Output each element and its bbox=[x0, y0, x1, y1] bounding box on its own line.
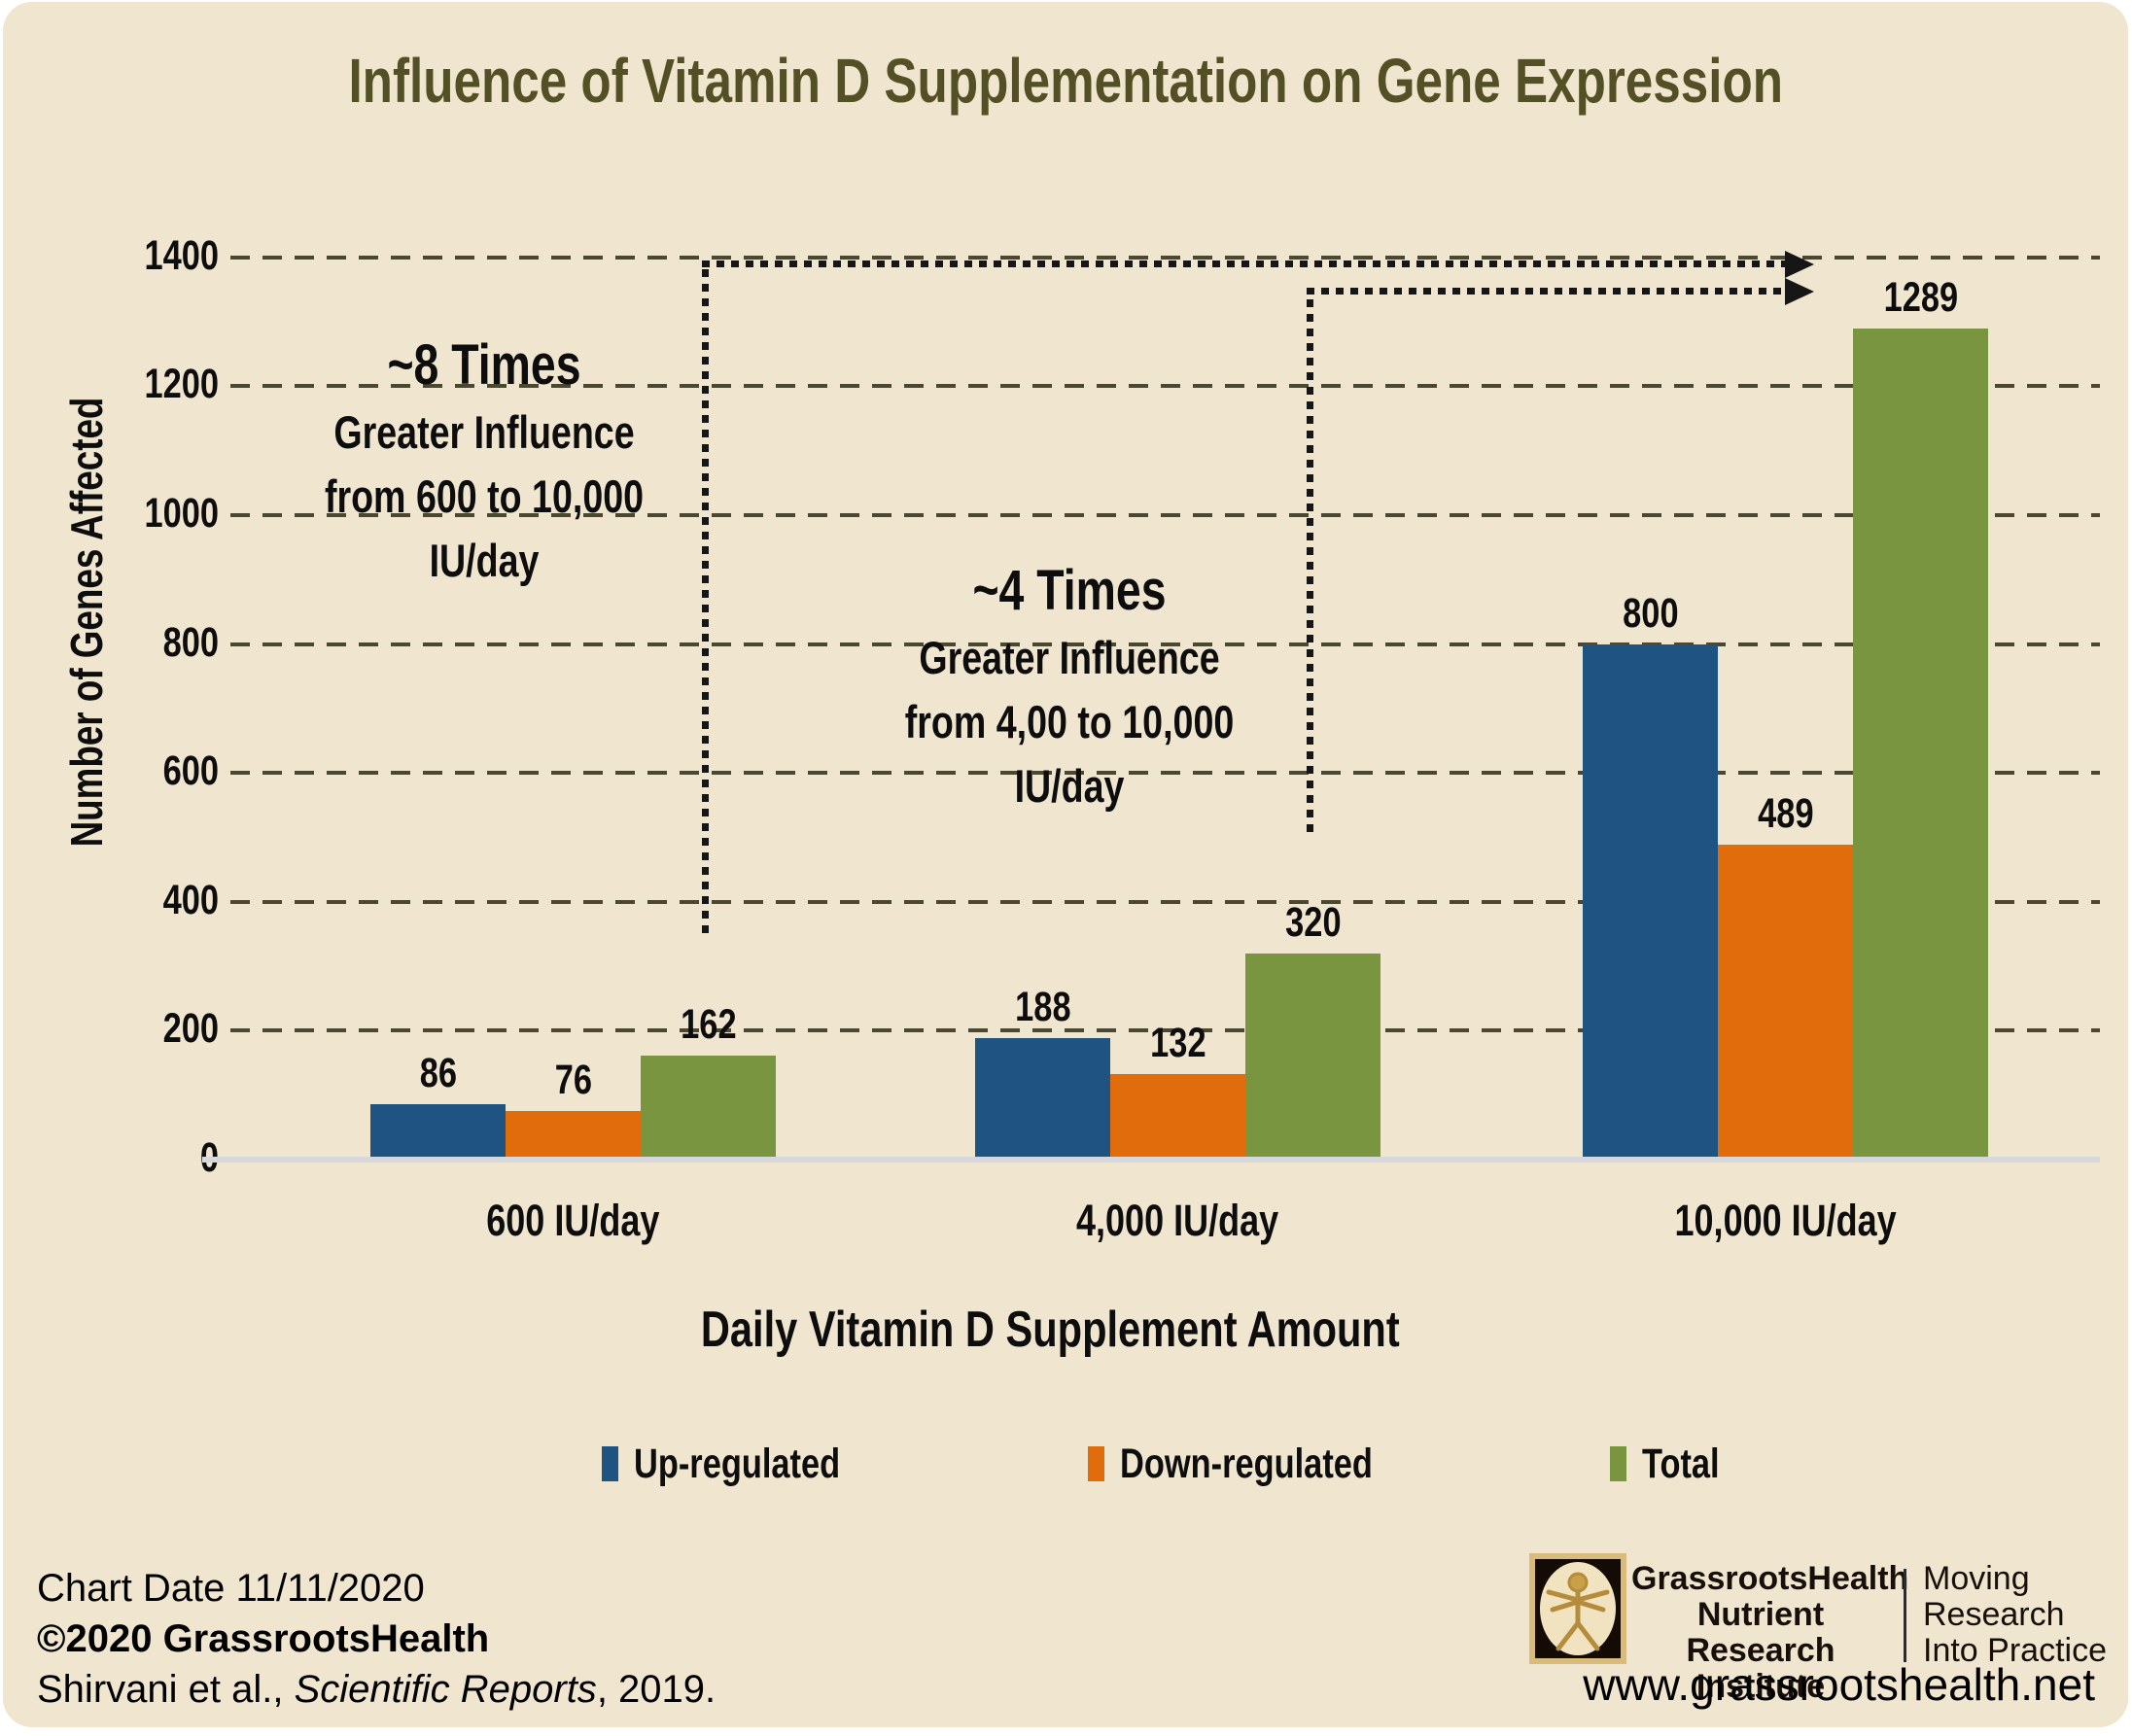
bar-total-4000IUday bbox=[1245, 954, 1381, 1160]
x-tick-label-text: 4,000 IU/day bbox=[1076, 1196, 1279, 1245]
gridline-1200 bbox=[230, 384, 2100, 388]
bar-up-regulated-600IUday bbox=[370, 1104, 506, 1160]
bar-value-label-800: 800 bbox=[1573, 590, 1729, 638]
bar-value-label-86: 86 bbox=[361, 1050, 516, 1097]
annotation-line: IU/day bbox=[1014, 760, 1125, 812]
annotation-line: Greater Influence bbox=[333, 406, 635, 458]
x-tick-label-text: 10,000 IU/day bbox=[1674, 1196, 1897, 1245]
x-axis-title: Daily Vitamin D Supplement Amount bbox=[564, 1301, 1536, 1359]
annotation-line: Greater Influence bbox=[919, 632, 1220, 683]
bar-value-label-text: 76 bbox=[554, 1057, 592, 1103]
y-tick-label-200: 200 bbox=[162, 1005, 219, 1052]
bar-value-label-text: 320 bbox=[1284, 899, 1342, 946]
legend-swatch-icon bbox=[1088, 1446, 1104, 1481]
gridline-1000 bbox=[230, 513, 2100, 517]
x-tick-label-2: 4,000 IU/day bbox=[1013, 1196, 1344, 1246]
bar-value-label-188: 188 bbox=[965, 984, 1121, 1031]
y-tick-label-600: 600 bbox=[162, 747, 219, 794]
gridline-200 bbox=[230, 1028, 2100, 1032]
citation-journal: Scientific Reports bbox=[294, 1668, 597, 1711]
y-tick-label-1000: 1000 bbox=[144, 490, 219, 537]
bar-down-regulated-600IUday bbox=[506, 1111, 641, 1160]
y-tick-label-0: 0 bbox=[90, 1134, 219, 1182]
dotted-line-horizontal-4000-to-1289 bbox=[1307, 288, 1785, 295]
legend-label: Up-regulated bbox=[634, 1440, 841, 1487]
brand-line: GrassrootsHealth bbox=[1631, 1560, 1909, 1597]
chart-title: Influence of Vitamin D Supplementation o… bbox=[0, 45, 2132, 117]
tagline-line: Moving bbox=[1923, 1560, 2030, 1597]
x-axis-title-text: Daily Vitamin D Supplement Amount bbox=[700, 1302, 1400, 1358]
brand-line: Nutrient bbox=[1696, 1596, 1825, 1633]
bar-value-label-text: 188 bbox=[1014, 984, 1071, 1030]
bar-value-label-text: 800 bbox=[1622, 590, 1679, 637]
tagline-line: Research bbox=[1923, 1596, 2065, 1633]
gridline-800 bbox=[230, 642, 2100, 646]
brand-divider bbox=[1904, 1569, 1906, 1662]
gridline-600 bbox=[230, 771, 2100, 775]
bar-value-label-320: 320 bbox=[1236, 899, 1391, 947]
dotted-line-vertical-4000-total bbox=[1307, 288, 1313, 832]
bar-value-label-76: 76 bbox=[496, 1057, 651, 1104]
y-tick-label-1400: 1400 bbox=[144, 232, 219, 279]
arrowhead-icon bbox=[1785, 278, 1814, 305]
bar-up-regulated-4000IUday bbox=[975, 1038, 1110, 1160]
brand-tagline-block: Moving Research Into Practice bbox=[1923, 1561, 2132, 1669]
grassrootshealth-logo-icon bbox=[1529, 1553, 1626, 1664]
x-tick-label-text: 600 IU/day bbox=[486, 1196, 660, 1245]
chart-date: Chart Date 11/11/2020 bbox=[37, 1567, 425, 1610]
annotation-line: IU/day bbox=[429, 535, 540, 586]
annotation-line: from 4,00 to 10,000 bbox=[904, 696, 1235, 747]
bar-value-label-132: 132 bbox=[1101, 1020, 1256, 1067]
brand-name-block: GrassrootsHealth Nutrient Research Institu… bbox=[1631, 1560, 1909, 1705]
dotted-line-horizontal-600-to-1289 bbox=[702, 260, 1785, 267]
legend-item-down-regulated: Down-regulated bbox=[1088, 1440, 1436, 1487]
legend-item-up-regulated: Up-regulated bbox=[602, 1440, 891, 1487]
dotted-line-vertical-600-total bbox=[702, 260, 709, 933]
tagline-line: Into Practice bbox=[1923, 1632, 2107, 1669]
x-tick-label-3: 10,000 IU/day bbox=[1621, 1196, 1951, 1246]
gridline-400 bbox=[230, 900, 2100, 904]
bar-down-regulated-10000IUday bbox=[1718, 845, 1853, 1160]
legend-swatch-icon bbox=[1610, 1446, 1626, 1481]
bar-up-regulated-10000IUday bbox=[1583, 644, 1718, 1160]
annotation-8-times: ~8 Times Greater Influence from 600 to 10,… bbox=[266, 330, 702, 593]
arrowhead-icon bbox=[1785, 251, 1814, 278]
annotation-line: ~8 Times bbox=[387, 333, 581, 397]
copyright: ©2020 GrassrootsHealth bbox=[37, 1617, 490, 1660]
bar-value-label-text: 132 bbox=[1149, 1020, 1206, 1066]
bar-total-600IUday bbox=[641, 1056, 776, 1160]
annotation-line: ~4 Times bbox=[972, 559, 1167, 622]
chart-title-text: Influence of Vitamin D Supplementation o… bbox=[348, 46, 1784, 116]
y-tick-label-800: 800 bbox=[162, 619, 219, 666]
annotation-line: from 600 to 10,000 bbox=[324, 470, 645, 522]
y-tick-label-1200: 1200 bbox=[144, 361, 219, 407]
y-tick-label-400: 400 bbox=[162, 877, 219, 923]
bar-value-label-text: 162 bbox=[680, 1001, 737, 1048]
gridline-1400 bbox=[230, 256, 2100, 260]
bar-value-label-text: 86 bbox=[419, 1050, 457, 1096]
website-url: www.grassrootshealth.net bbox=[1583, 1659, 2095, 1710]
bar-value-label-489: 489 bbox=[1708, 790, 1864, 838]
annotation-4-times: ~4 Times Greater Influence from 4,00 to 10… bbox=[852, 556, 1287, 818]
x-tick-label-1: 600 IU/day bbox=[408, 1196, 739, 1246]
bar-value-label-text: 1289 bbox=[1883, 274, 1958, 321]
bar-value-label-text: 489 bbox=[1757, 790, 1814, 837]
legend-label: Total bbox=[1642, 1440, 1720, 1487]
bar-total-10000IUday bbox=[1853, 329, 1988, 1160]
legend-label: Down-regulated bbox=[1120, 1440, 1373, 1487]
citation-suffix: , 2019. bbox=[596, 1668, 716, 1711]
legend-swatch-icon bbox=[602, 1446, 618, 1481]
bar-value-label-1289: 1289 bbox=[1843, 274, 1999, 322]
bar-down-regulated-4000IUday bbox=[1110, 1074, 1245, 1160]
citation-prefix: Shirvani et al., bbox=[37, 1668, 295, 1711]
footer-left: Chart Date 11/11/2020 ©2020 GrassrootsHe… bbox=[37, 1563, 716, 1715]
bar-value-label-162: 162 bbox=[631, 1001, 786, 1049]
legend-item-total: Total bbox=[1610, 1440, 1739, 1487]
brand-line: Research Institute bbox=[1686, 1632, 1835, 1705]
citation: Shirvani et al., Scientific Reports, 201… bbox=[37, 1664, 716, 1715]
x-axis-baseline bbox=[202, 1157, 2100, 1163]
